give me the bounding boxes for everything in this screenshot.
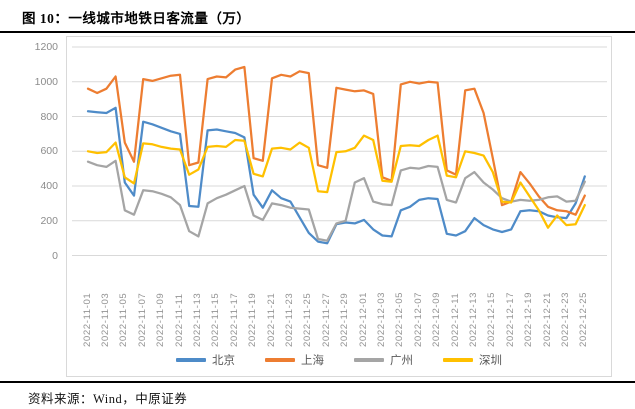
x-tick-2022-11-09: 2022-11-09 [155, 292, 167, 347]
y-tick-200: 200 [40, 214, 58, 227]
x-tick-2022-12-23: 2022-12-23 [559, 291, 571, 347]
legend-item-深圳[interactable]: 深圳 [443, 352, 502, 368]
y-tick-800: 800 [40, 110, 58, 123]
x-tick-2022-11-07: 2022-11-07 [136, 292, 148, 347]
x-tick-2022-11-21: 2022-11-21 [265, 292, 277, 347]
x-tick-2022-11-13: 2022-11-13 [191, 292, 203, 347]
title-divider [0, 31, 635, 34]
x-tick-2022-11-01: 2022-11-01 [81, 292, 93, 347]
x-tick-2022-12-13: 2022-12-13 [467, 291, 479, 347]
x-tick-2022-12-21: 2022-12-21 [541, 291, 553, 347]
x-tick-2022-12-11: 2022-12-11 [449, 292, 461, 347]
y-tick-1000: 1000 [34, 75, 58, 88]
legend-label-深圳: 深圳 [479, 355, 502, 367]
x-tick-2022-11-15: 2022-11-15 [210, 292, 222, 347]
x-tick-2022-11-17: 2022-11-17 [228, 292, 240, 347]
legend-line-swatch-广州 [354, 358, 384, 362]
x-tick-2022-12-07: 2022-12-07 [412, 291, 424, 347]
legend-label-上海: 上海 [301, 355, 324, 367]
x-tick-2022-12-01: 2022-12-01 [357, 291, 369, 347]
x-tick-2022-12-05: 2022-12-05 [394, 291, 406, 347]
legend-line-swatch-深圳 [443, 358, 473, 362]
source-divider [0, 381, 635, 384]
figure-title: 图 10：一线城市地铁日客流量（万） [22, 11, 251, 26]
x-tick-2022-12-25: 2022-12-25 [578, 291, 590, 347]
x-tick-2022-11-23: 2022-11-23 [283, 292, 295, 347]
legend-line-swatch-北京 [176, 358, 206, 362]
x-tick-2022-11-05: 2022-11-05 [118, 292, 130, 347]
legend-line-swatch-上海 [265, 358, 295, 362]
x-tick-2022-11-25: 2022-11-25 [302, 292, 314, 347]
legend-label-广州: 广州 [390, 355, 413, 367]
x-tick-2022-11-11: 2022-11-11 [173, 293, 185, 347]
x-tick-2022-12-19: 2022-12-19 [523, 291, 535, 347]
source-text: 资料来源：Wind，中原证券 [28, 392, 188, 406]
x-tick-2022-11-27: 2022-11-27 [320, 292, 332, 347]
y-tick-1200: 1200 [34, 41, 58, 53]
x-tick-2022-12-03: 2022-12-03 [375, 291, 387, 347]
x-tick-2022-12-09: 2022-12-09 [431, 291, 443, 347]
chart-frame [66, 36, 612, 377]
series-line-上海 [86, 65, 586, 216]
legend-label-北京: 北京 [212, 355, 235, 367]
x-tick-2022-12-17: 2022-12-17 [504, 291, 516, 347]
series-line-深圳 [86, 134, 586, 229]
legend-item-上海[interactable]: 上海 [265, 352, 324, 368]
legend-item-北京[interactable]: 北京 [176, 352, 235, 368]
y-tick-600: 600 [40, 145, 58, 158]
chart-legend: 北京 上海 广州 深圳 [66, 352, 612, 368]
x-tick-2022-11-19: 2022-11-19 [247, 292, 259, 347]
y-tick-0: 0 [52, 249, 58, 262]
x-tick-2022-11-03: 2022-11-03 [99, 292, 111, 347]
y-tick-400: 400 [40, 180, 58, 192]
legend-item-广州[interactable]: 广州 [354, 352, 413, 368]
x-tick-2022-11-29: 2022-11-29 [339, 292, 351, 347]
x-tick-2022-12-15: 2022-12-15 [486, 291, 498, 347]
line-chart [72, 46, 607, 256]
